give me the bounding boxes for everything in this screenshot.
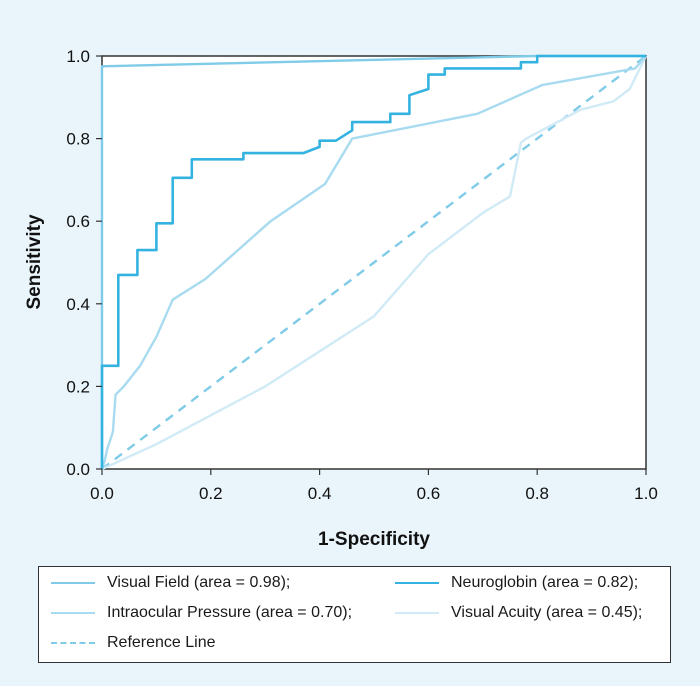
legend-swatch-reference-line — [51, 642, 95, 644]
series-layer — [100, 54, 648, 471]
legend-label-neuroglobin: Neuroglobin (area = 0.82); — [451, 574, 639, 591]
x-tick-label: 1.0 — [634, 484, 658, 503]
series-line-neuroglobin — [100, 54, 646, 469]
y-tick-label: 0.8 — [66, 130, 90, 149]
legend-swatch-intraocular-pressure — [51, 612, 95, 614]
legend-label-intraocular-pressure: Intraocular Pressure (area = 0.70); — [107, 604, 353, 621]
series-line-visual-acuity — [101, 55, 648, 471]
legend-item-visual-field: Visual Field (area = 0.98); — [51, 571, 290, 595]
legend-label-visual-acuity: Visual Acuity (area = 0.45); — [451, 604, 643, 621]
axis-layer: 0.0 0.2 0.4 0.6 0.8 1.0 0.0 0.2 0.4 0.6 0.8 1.0 — [66, 47, 657, 503]
y-tick-label: 0.2 — [66, 377, 90, 396]
x-axis-label: 1-Specificity — [318, 529, 430, 550]
x-tick-label: 0.8 — [525, 484, 549, 503]
legend-swatch-neuroglobin — [395, 582, 439, 584]
legend-item-neuroglobin: Neuroglobin (area = 0.82); — [395, 571, 638, 595]
legend: Visual Field (area = 0.98); Neuroglobin … — [38, 566, 671, 663]
legend-item-reference-line: Reference Line — [51, 631, 216, 655]
roc-chart: 0.0 0.2 0.4 0.6 0.8 1.0 0.0 0.2 0.4 0.6 0.8 1.0 1-S… — [24, 47, 658, 550]
legend-label-reference-line: Reference Line — [107, 634, 216, 651]
legend-swatch-visual-acuity — [395, 612, 439, 614]
legend-item-intraocular-pressure: Intraocular Pressure (area = 0.70); — [51, 601, 352, 625]
legend-swatch-visual-field — [51, 582, 95, 584]
y-axis-label: Sensitivity — [24, 214, 45, 309]
y-tick-label: 0.0 — [66, 460, 90, 479]
y-tick-label: 1.0 — [66, 47, 90, 66]
x-tick-label: 0.6 — [417, 484, 441, 503]
legend-item-visual-acuity: Visual Acuity (area = 0.45); — [395, 601, 642, 625]
x-tick-label: 0.2 — [199, 484, 223, 503]
y-tick-label: 0.4 — [66, 295, 90, 314]
x-tick-label: 0.0 — [90, 484, 114, 503]
legend-label-visual-field: Visual Field (area = 0.98); — [107, 574, 291, 591]
x-tick-label: 0.4 — [308, 484, 332, 503]
y-tick-label: 0.6 — [66, 212, 90, 231]
series-line-intraocular-pressure — [100, 55, 647, 470]
series-line-reference-line — [101, 55, 647, 470]
